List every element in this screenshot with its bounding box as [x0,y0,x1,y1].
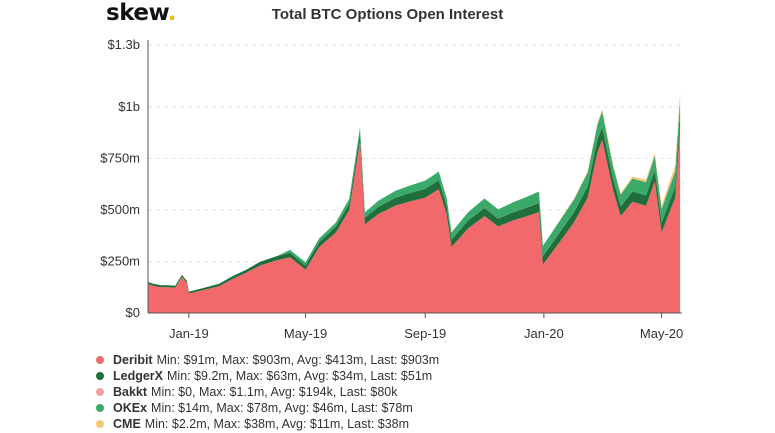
legend-series-name: Bakkt [113,385,148,399]
y-tick-label: $250m [100,253,140,268]
y-tick-label: $750m [100,150,140,165]
legend-item-deribit[interactable]: Deribit Min: $91m, Max: $903m, Avg: $413m… [96,352,439,368]
legend-item-cme[interactable]: CME Min: $2.2m, Max: $38m, Avg: $11m, Las… [96,416,439,432]
y-tick-label: $1.3b [107,37,140,52]
legend-swatch [96,372,104,380]
axes [147,40,682,314]
x-tick-label: Jan-19 [169,326,209,341]
x-tick-label: May-19 [284,326,327,341]
legend-series-summary: Min: $2.2m, Max: $38m, Avg: $11m, Last: … [144,417,410,431]
legend-swatch [96,356,104,364]
y-axis-ticks: $0 $250m $500m $750m $1b $1.3b [100,37,140,320]
series-area-deribit [148,126,681,313]
x-tick-label: Jan-20 [524,326,564,341]
legend-series-name: OKEx [113,401,148,415]
legend-series-summary: Min: $9.2m, Max: $63m, Avg: $34m, Last: … [167,369,433,383]
x-tick-label: May-20 [640,326,683,341]
y-tick-label: $0 [126,305,140,320]
legend-swatch [96,420,104,428]
series-layer [148,92,681,313]
legend-series-summary: Min: $14m, Max: $78m, Avg: $46m, Last: $… [151,401,413,415]
legend-swatch [96,388,104,396]
chart-title: Total BTC Options Open Interest [271,6,504,23]
legend-item-okex[interactable]: OKEx Min: $14m, Max: $78m, Avg: $46m, Las… [96,400,439,416]
legend-swatch [96,404,104,412]
legend-item-bakkt[interactable]: Bakkt Min: $0, Max: $1.1m, Avg: $194k, La… [96,384,439,400]
legend-series-name: CME [113,417,141,431]
y-tick-label: $500m [100,202,140,217]
legend-series-summary: Min: $91m, Max: $903m, Avg: $413m, Last:… [156,353,440,367]
legend-series-name: LedgerX [113,369,164,383]
skew-logo: skew. [106,0,177,26]
legend: Deribit Min: $91m, Max: $903m, Avg: $413m… [96,352,439,432]
legend-item-ledgerx[interactable]: LedgerX Min: $9.2m, Max: $63m, Avg: $34m,… [96,368,439,384]
x-tick-label: Sep-19 [404,326,446,341]
series-area-okex [148,100,681,292]
x-axis-ticks: Jan-19 May-19 Sep-19 Jan-20 May-20 [169,313,683,341]
chart-area: $0 $250m $500m $750m $1b $1.3b Jan-19 May-19 Se… [100,37,683,341]
legend-series-summary: Min: $0, Max: $1.1m, Avg: $194k, Last: $… [151,385,398,399]
legend-series-name: Deribit [113,353,153,367]
y-tick-label: $1b [118,99,140,114]
